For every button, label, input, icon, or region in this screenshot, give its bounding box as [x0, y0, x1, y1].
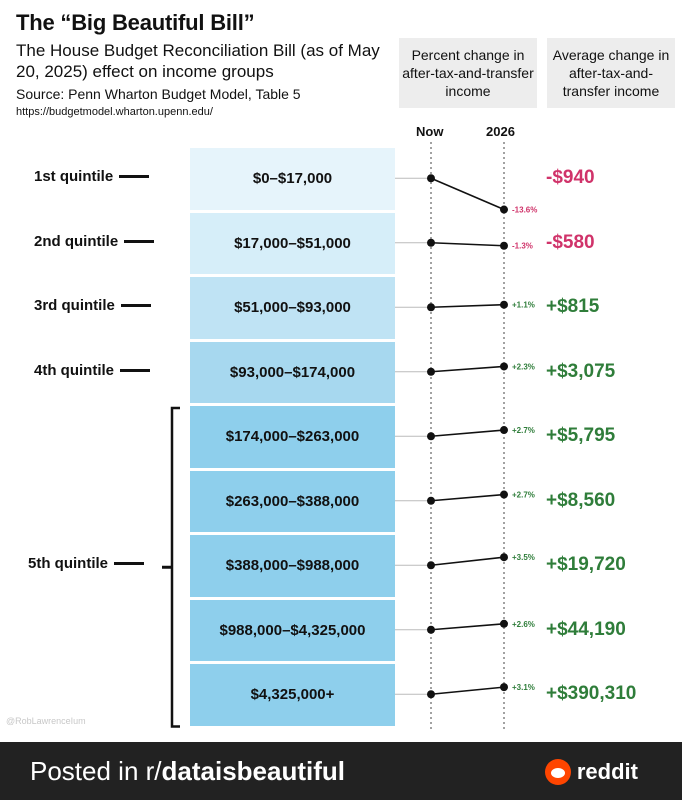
pct-change-label: +2.3% [512, 362, 535, 371]
source-url[interactable]: https://budgetmodel.wharton.upenn.edu/ [16, 106, 213, 118]
point-now [427, 432, 435, 441]
point-2026 [500, 300, 508, 309]
pct-change-label: -13.6% [512, 206, 537, 215]
slope-line [430, 429, 505, 438]
avg-change-value: +$3,075 [546, 360, 616, 382]
chart-title: The “Big Beautiful Bill” [16, 10, 255, 35]
watermark: @RobLawrenceIum [6, 716, 86, 726]
axis-label-now: Now [416, 124, 444, 139]
quintile-label: 1st quintile [34, 168, 150, 186]
point-now [427, 561, 435, 570]
slope-line [430, 686, 505, 696]
avg-change-value: +$390,310 [546, 683, 637, 705]
reddit-wordmark: reddit [576, 759, 638, 784]
avg-change-value: +$44,190 [546, 618, 626, 640]
income-band: $263,000–$388,000 [190, 470, 395, 532]
posted-prefix: Posted in r/ [30, 756, 162, 786]
subreddit-name: dataisbeautiful [161, 756, 345, 786]
income-band: $0–$17,000 [190, 148, 395, 210]
slope-line [430, 493, 505, 502]
income-band: $4,325,000+ [190, 664, 395, 726]
footer-bar: Posted in r/dataisbeautiful reddit [0, 742, 682, 800]
point-2026 [500, 490, 508, 499]
quintile-label: 3rd quintile [34, 297, 151, 314]
quintile-label: 4th quintile [34, 362, 150, 379]
quintile-label-dash [120, 368, 150, 372]
avg-change-value: +$8,560 [546, 489, 616, 511]
pct-change-label: +2.7% [512, 426, 535, 435]
slope-line [430, 556, 505, 567]
pct-change-label: +3.1% [512, 683, 535, 692]
point-2026 [500, 683, 508, 692]
pct-change-label: +2.7% [512, 491, 535, 500]
income-band: $988,000–$4,325,000 [190, 599, 395, 661]
point-2026 [500, 619, 508, 628]
point-2026 [500, 362, 508, 371]
fifth-quintile-bracket [170, 406, 180, 728]
avg-column-header: Average change in after-tax-and-transfer… [547, 38, 675, 108]
income-band: $51,000–$93,000 [190, 277, 395, 339]
point-now [427, 303, 435, 312]
pct-change-label: -1.3% [512, 242, 533, 251]
slope-line [430, 303, 505, 309]
slope-line [430, 241, 505, 247]
avg-change-value: +$19,720 [546, 554, 626, 576]
pct-change-label: +3.5% [512, 553, 535, 562]
point-2026 [500, 553, 508, 562]
point-now [427, 496, 435, 505]
chart-source: Source: Penn Wharton Budget Model, Table… [16, 86, 301, 102]
avg-change-value: +$5,795 [546, 425, 616, 447]
slope-line [430, 365, 505, 373]
point-2026 [500, 241, 508, 250]
quintile-label: 5th quintile [28, 555, 144, 572]
quintile-label: 2nd quintile [34, 232, 155, 250]
point-now [427, 238, 435, 247]
point-2026 [500, 426, 508, 435]
quintile-label-text: 5th quintile [28, 555, 108, 573]
pct-change-label: +1.1% [512, 301, 535, 310]
income-band: $388,000–$988,000 [190, 535, 395, 597]
reddit-brand[interactable]: reddit [544, 759, 638, 785]
reddit-icon [544, 759, 571, 785]
quintile-label-text: 3rd quintile [34, 297, 115, 315]
quintile-label-text: 2nd quintile [34, 232, 119, 250]
income-band: $174,000–$263,000 [190, 406, 395, 468]
income-band: $17,000–$51,000 [190, 212, 395, 274]
point-now [427, 174, 435, 183]
point-now [427, 690, 435, 699]
point-now [427, 625, 435, 634]
quintile-label-dash [120, 304, 151, 308]
quintile-label-dash [124, 239, 155, 243]
slope-chart: -13.6% -1.3% +1.1% +2.3% +2.7% +2.7% +3.5% +2.6… [162, 142, 537, 730]
quintile-label-text: 1st quintile [34, 168, 114, 186]
pct-column-header: Percent change in after-tax-and-transfer… [399, 38, 537, 108]
point-now [427, 367, 435, 376]
point-2026 [500, 205, 508, 214]
avg-change-value: +$815 [546, 296, 600, 318]
quintile-label-dash [119, 175, 150, 179]
avg-change-value: -$940 [546, 167, 595, 189]
axis-label-2026: 2026 [486, 124, 515, 139]
avg-change-value: -$580 [546, 231, 595, 253]
slope-line [430, 622, 505, 631]
slope-line [430, 177, 505, 211]
quintile-label-dash [114, 562, 144, 566]
posted-in-text[interactable]: Posted in r/dataisbeautiful [30, 756, 345, 787]
quintile-label-text: 4th quintile [34, 361, 114, 379]
income-band: $93,000–$174,000 [190, 341, 395, 403]
chart-subtitle: The House Budget Reconciliation Bill (as… [16, 41, 380, 81]
pct-change-label: +2.6% [512, 620, 535, 629]
